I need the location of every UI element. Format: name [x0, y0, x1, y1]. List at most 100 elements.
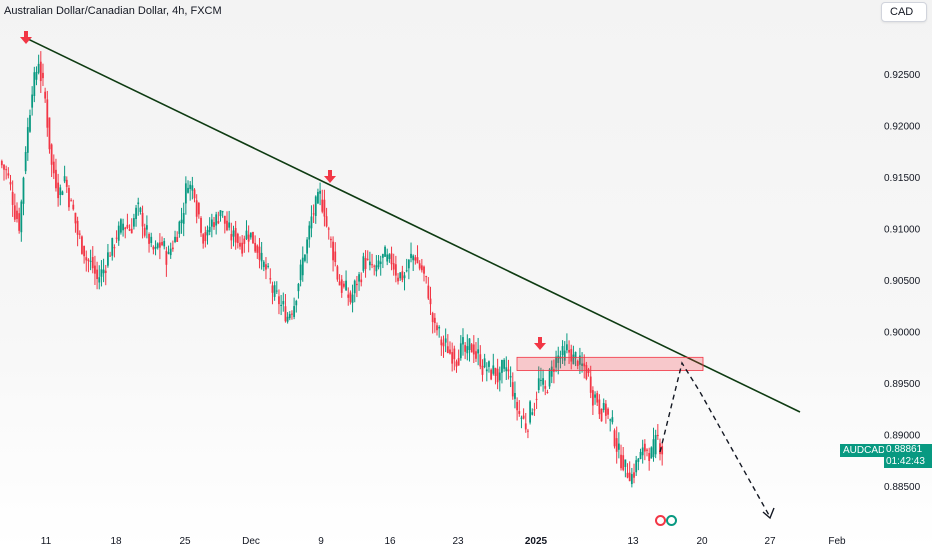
candle-body [498, 372, 501, 381]
candle-body [360, 279, 363, 283]
candle-body [613, 430, 616, 447]
candle-body [611, 417, 614, 423]
y-tick-label: 0.92000 [884, 122, 921, 133]
candle-body [466, 346, 469, 354]
candle-body [650, 447, 653, 459]
candle-body [94, 265, 96, 274]
candle-body [442, 342, 445, 347]
candle-body [501, 359, 503, 373]
candle-body [219, 210, 222, 217]
candle-body [169, 248, 172, 256]
candle-body [518, 411, 521, 414]
x-tick-label: 11 [41, 536, 52, 547]
economic-event-icon[interactable] [655, 515, 666, 526]
candle-body [35, 71, 38, 80]
candle-body [438, 326, 441, 329]
candle-body [349, 292, 352, 303]
currency-selector-button[interactable]: CAD [881, 2, 927, 22]
candle-body [52, 161, 55, 174]
candle-body [520, 417, 523, 419]
candle-body [362, 256, 365, 271]
candles [0, 51, 664, 488]
candle-body [652, 439, 655, 457]
x-tick-label: 23 [452, 536, 464, 547]
candle-body [111, 238, 114, 256]
candle-body [546, 391, 549, 394]
candle-body [258, 246, 261, 260]
candle-body [265, 264, 267, 270]
x-tick-label: Feb [828, 536, 846, 547]
candle-body [416, 257, 419, 264]
candle-body [392, 263, 395, 270]
candle-body [572, 354, 575, 365]
candle-body [85, 257, 88, 261]
candle-body [444, 338, 447, 343]
candle-body [204, 232, 207, 242]
candle-body [550, 366, 553, 377]
candle-body [522, 415, 525, 419]
candle-body [533, 409, 536, 411]
candle-body [117, 225, 120, 241]
x-tick-label: 25 [179, 536, 191, 547]
candle-body [176, 236, 179, 242]
x-tick-label: 9 [318, 536, 324, 547]
candle-body [182, 213, 185, 224]
candle-body [624, 459, 627, 467]
candle-body [96, 269, 98, 279]
dividend-event-icon[interactable] [666, 515, 677, 526]
candle-body [394, 264, 397, 276]
candle-body [46, 99, 49, 128]
candle-body [535, 398, 538, 400]
x-tick-label: 2025 [525, 536, 548, 547]
candle-body [63, 176, 66, 182]
candle-body [581, 363, 583, 366]
candle-body [226, 220, 228, 231]
candle-body [78, 233, 81, 235]
candle-body [334, 251, 337, 263]
candle-body [358, 274, 360, 282]
drawings [20, 31, 801, 520]
candle-body [607, 408, 609, 415]
candle-body [637, 458, 640, 462]
candle-body [453, 348, 456, 360]
candle-body [622, 455, 625, 470]
candle-body [167, 252, 170, 254]
candle-body [102, 269, 105, 274]
candle-body [42, 72, 44, 79]
candle-body [537, 378, 540, 391]
candle-body [210, 219, 213, 227]
candle-body [55, 169, 57, 189]
candle-body [217, 221, 220, 224]
candle-body [440, 339, 443, 346]
trendline [26, 37, 801, 413]
candle-body [282, 301, 285, 305]
candle-body [412, 255, 415, 261]
candle-body [511, 382, 514, 397]
candle-body [604, 403, 607, 416]
arrow-down-icon [534, 343, 546, 350]
candle-body [321, 199, 324, 212]
candle-body [659, 443, 661, 455]
candle-body [485, 369, 488, 372]
candle-body [163, 241, 166, 247]
candle-body [24, 152, 27, 172]
candle-body [154, 246, 157, 249]
candle-body [540, 379, 542, 381]
arrow-down-icon [538, 337, 542, 344]
candle-body [243, 238, 246, 244]
candle-body [351, 294, 354, 303]
candle-body [527, 430, 529, 432]
candle-body [107, 252, 109, 266]
candle-body [98, 277, 101, 283]
candle-body [436, 325, 438, 331]
arrow-down-icon [20, 37, 32, 44]
candle-body [50, 144, 53, 165]
candle-body [44, 91, 47, 99]
candle-body [37, 63, 40, 73]
candle-body [113, 247, 116, 249]
candle-body [304, 254, 306, 261]
candle-body [193, 189, 196, 199]
